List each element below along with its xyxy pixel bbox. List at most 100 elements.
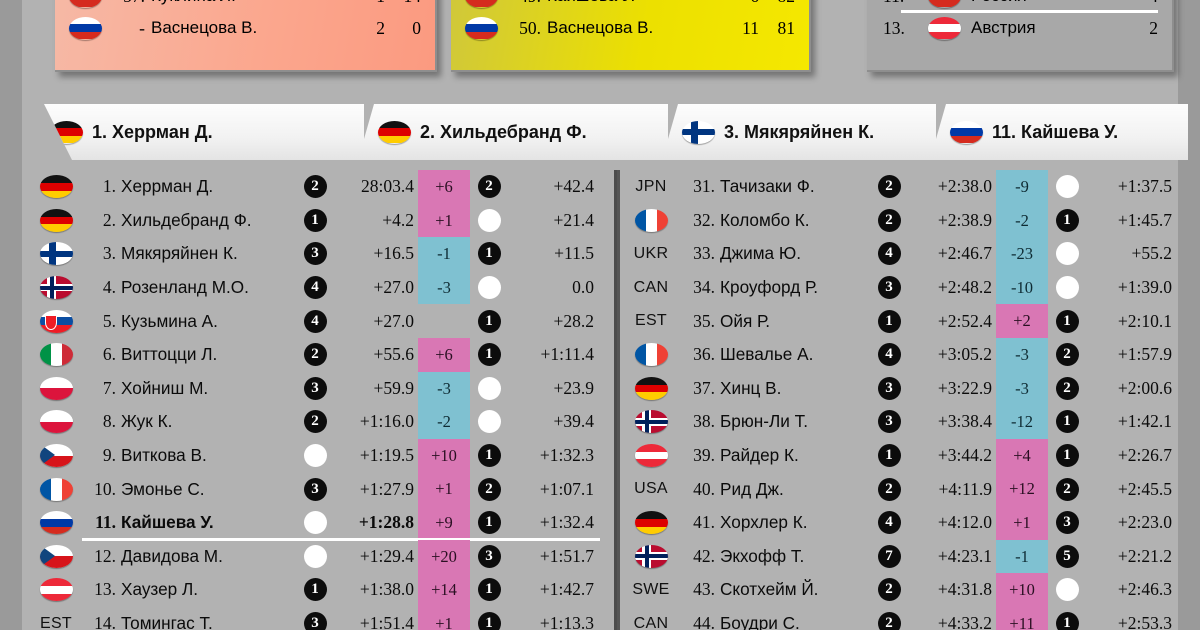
penalty-badge: 4 bbox=[877, 242, 901, 266]
left-gutter bbox=[0, 0, 22, 630]
flag-icon-fin bbox=[39, 242, 73, 266]
penalty-badge: 3 bbox=[877, 410, 901, 434]
row-flag bbox=[621, 444, 681, 468]
flag-icon-ger bbox=[39, 208, 73, 232]
row-rank: 49. bbox=[501, 0, 547, 7]
row-flag bbox=[30, 175, 82, 199]
row-athlete-name: Брюн-Ли Т. bbox=[720, 411, 808, 432]
row-penalty-cell: 2 bbox=[872, 578, 906, 602]
table-row[interactable]: 4. Розенланд М.О. 4 +27.0 -3 0.0 bbox=[30, 270, 600, 305]
flag-icon-pol bbox=[39, 410, 73, 434]
podium-tab-label: 2. Хильдебранд Ф. bbox=[420, 121, 587, 142]
row-rank-change: +20 bbox=[418, 539, 470, 574]
table-row[interactable]: 38. Брюн-Ли Т. 3 +3:38.4 -12 1 +1:42.1 bbox=[621, 405, 1178, 439]
row-penalty2-cell: 1 bbox=[1048, 410, 1086, 434]
table-row[interactable]: 9. Виткова В. +1:19.5 +10 1 +1:32.3 bbox=[30, 438, 600, 473]
podium-tab-4[interactable]: 11. Кайшева У. bbox=[930, 104, 1188, 160]
row-rank: 38. bbox=[693, 411, 715, 432]
row-flag bbox=[917, 0, 971, 8]
row-value-1: 2 bbox=[1149, 17, 1158, 38]
table-row[interactable]: 32. Коломбо К. 2 +2:38.9 -2 1 +1:45.7 bbox=[621, 203, 1178, 238]
table-row[interactable]: UKR 33. Джима Ю. 4 +2:46.7 -23 +55.2 bbox=[621, 237, 1178, 271]
flag-icon-nor bbox=[39, 276, 73, 300]
table-row[interactable]: EST 35. Ойя Р. 1 +2:52.4 +2 1 +2:10.1 bbox=[621, 304, 1178, 338]
table-row[interactable]: 41. Хорхлер К. 4 +4:12.0 +1 3 +2:23.0 bbox=[621, 505, 1178, 540]
table-row[interactable]: 39. Райдер К. 1 +3:44.2 +4 1 +2:26.7 bbox=[621, 438, 1178, 473]
podium-tab-strip: 1. Херрман Д. 2. Хильдебранд Ф. 3. Мякяряй… bbox=[22, 104, 1188, 166]
row-total-time: +4:12.0 bbox=[937, 512, 992, 533]
penalty-badge: 2 bbox=[877, 578, 901, 602]
table-row[interactable]: JPN 31. Тачизаки Ф. 2 +2:38.0 -9 +1:37.5 bbox=[621, 170, 1178, 204]
row-rank: 41. bbox=[693, 512, 715, 533]
table-row[interactable]: EST 14. Томингас Т. 3 +1:51.4 +1 1 +1:13.3 bbox=[30, 606, 600, 630]
row-rank: 6. bbox=[102, 344, 116, 365]
table-row[interactable]: 2. Хильдебранд Ф. 1 +4.2 +1 +21.4 bbox=[30, 203, 600, 238]
table-row[interactable]: 7. Хойниш М. 3 +59.9 -3 +23.9 bbox=[30, 371, 600, 406]
results-table-right: JPN 31. Тачизаки Ф. 2 +2:38.0 -9 +1:37.5 32. Кол… bbox=[614, 170, 1178, 630]
penalty-badge: 2 bbox=[877, 477, 901, 501]
row-penalty-cell: 4 bbox=[298, 276, 332, 300]
row-flag bbox=[461, 0, 501, 8]
row-athlete-name: Хильдебранд Ф. bbox=[121, 209, 252, 230]
row-athlete-name: Джима Ю. bbox=[720, 243, 802, 264]
row-penalty2-cell bbox=[1048, 175, 1086, 199]
row-athlete-name: Эмонье С. bbox=[121, 478, 205, 499]
penalty2-badge bbox=[1055, 276, 1079, 300]
penalty2-badge bbox=[1055, 578, 1079, 602]
row-split-time: +1:32.3 bbox=[539, 445, 594, 466]
row-athlete-name: Экхофф Т. bbox=[720, 545, 805, 566]
table-row[interactable]: CAN 44. Боудри С. 2 +4:33.2 +11 1 +2:53.3 bbox=[621, 606, 1178, 630]
row-flag bbox=[621, 410, 681, 434]
penalty-badge: 3 bbox=[303, 612, 327, 630]
row-penalty-cell: 4 bbox=[872, 343, 906, 367]
row-total-time: +1:51.4 bbox=[359, 613, 414, 630]
row-split-time: +28.2 bbox=[553, 310, 595, 331]
table-row[interactable]: USA 40. Рид Дж. 2 +4:11.9 +12 2 +2:45.5 bbox=[621, 472, 1178, 506]
table-row[interactable]: 6. Виттоцци Л. 2 +55.6 +6 1 +1:11.4 bbox=[30, 337, 600, 372]
row-athlete-name: Коломбо К. bbox=[720, 209, 810, 230]
row-split-time: +2:45.5 bbox=[1117, 478, 1172, 499]
table-row[interactable]: 13. Хаузер Л. 1 +1:38.0 +14 1 +1:42.7 bbox=[30, 573, 600, 607]
row-penalty2-cell bbox=[1048, 578, 1086, 602]
row-rank-change: +6 bbox=[418, 337, 470, 372]
table-row[interactable]: 11. Кайшева У. +1:28.8 +9 1 +1:32.4 bbox=[30, 505, 600, 541]
row-penalty2-cell: 2 bbox=[470, 477, 508, 501]
flag-icon-fra bbox=[39, 477, 73, 501]
row-athlete-name: Жук К. bbox=[121, 411, 173, 432]
table-row[interactable]: SWE 43. Скотхейм Й. 2 +4:31.8 +10 +2:46.3 bbox=[621, 573, 1178, 607]
row-penalty2-cell: 1 bbox=[470, 242, 508, 266]
table-row[interactable]: 36. Шевалье А. 4 +3:05.2 -3 2 +1:57.9 bbox=[621, 337, 1178, 372]
row-rank-change: -2 bbox=[418, 405, 470, 439]
course-stats-panel: 49.Кайшева У.682 50. Васнецова В. 11 81 bbox=[451, 0, 811, 72]
row-athlete-name: Розенланд М.О. bbox=[121, 277, 249, 298]
row-penalty2-cell bbox=[470, 208, 508, 232]
row-rank-change: +1 bbox=[418, 606, 470, 630]
row-athlete-name: Рид Дж. bbox=[720, 478, 784, 499]
table-row[interactable]: 37. Хинц В. 3 +3:22.9 -3 2 +2:00.6 bbox=[621, 371, 1178, 406]
row-split-time: +1:07.1 bbox=[539, 478, 594, 499]
row-athlete-name: Ойя Р. bbox=[720, 310, 771, 331]
row-rank-change: +6 bbox=[418, 170, 470, 204]
row-penalty2-cell bbox=[1048, 276, 1086, 300]
row-athlete-name: Херрман Д. bbox=[121, 176, 214, 197]
table-row[interactable]: 5. Кузьмина А. 4 +27.0 1 +28.2 bbox=[30, 304, 600, 338]
flag-icon-rus bbox=[68, 16, 102, 40]
podium-tab-2[interactable]: 2. Хильдебранд Ф. bbox=[358, 104, 668, 160]
podium-tab-3[interactable]: 3. Мякяряйнен К. bbox=[662, 104, 936, 160]
table-row[interactable]: 1. Херрман Д. 2 28:03.4 +6 2 +42.4 bbox=[30, 170, 600, 204]
row-penalty-cell: 1 bbox=[872, 309, 906, 333]
table-row[interactable]: 42. Экхофф Т. 7 +4:23.1 -1 5 +2:21.2 bbox=[621, 539, 1178, 574]
podium-tab-1[interactable]: 1. Херрман Д. bbox=[44, 104, 364, 160]
row-rank: 2. bbox=[102, 209, 116, 230]
row-penalty-cell: 3 bbox=[298, 477, 332, 501]
row-total-time: +3:22.9 bbox=[937, 377, 992, 398]
table-row[interactable]: 12. Давидова М. +1:29.4 +20 3 +1:51.7 bbox=[30, 539, 600, 574]
row-penalty-cell: 2 bbox=[872, 208, 906, 232]
table-row[interactable]: 3. Мякяряйнен К. 3 +16.5 -1 1 +11.5 bbox=[30, 237, 600, 271]
penalty2-badge bbox=[477, 208, 501, 232]
table-row[interactable]: CAN 34. Кроуфорд Р. 3 +2:48.2 -10 +1:39.0 bbox=[621, 270, 1178, 305]
penalty-badge: 1 bbox=[877, 309, 901, 333]
row-value-1: 1 bbox=[349, 0, 385, 7]
table-row[interactable]: 10. Эмонье С. 3 +1:27.9 +1 2 +1:07.1 bbox=[30, 472, 600, 506]
table-row[interactable]: 8. Жук К. 2 +1:16.0 -2 +39.4 bbox=[30, 405, 600, 439]
